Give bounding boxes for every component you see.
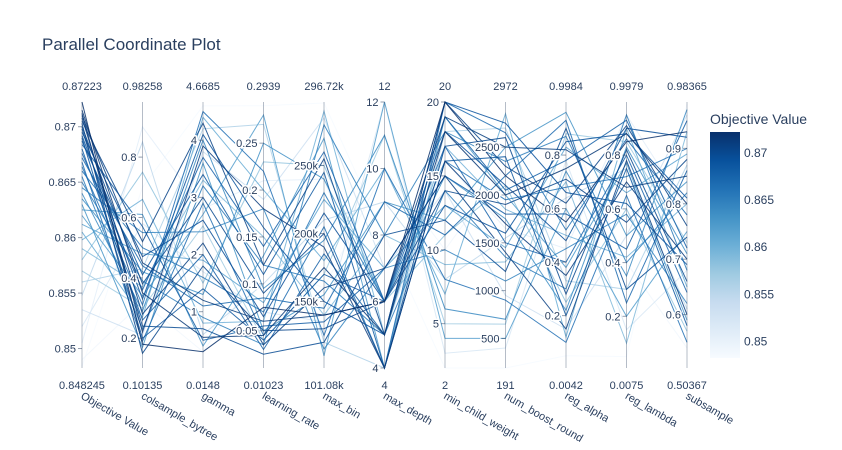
axis-learning-rate: 0.05 0.1 0.15 0.2 0.25 0.2939 0.01023learning_… <box>235 81 322 433</box>
axis-range-max: 0.87223 <box>62 81 102 93</box>
axis-tick-label: 12 <box>366 97 378 109</box>
axis-title: subsample <box>684 390 736 427</box>
axis-range-min: 0.0075 <box>610 380 644 392</box>
axis-range-max: 4.6685 <box>186 81 220 93</box>
axis-tick-label: 0.86 <box>55 233 76 245</box>
axis-range-max: 2972 <box>493 81 517 93</box>
axis-range-max: 12 <box>378 81 390 93</box>
axis-range-min: 2 <box>442 380 448 392</box>
axis-tick-label: 0.855 <box>48 288 76 300</box>
axis-tick-label: 0.25 <box>236 138 257 150</box>
trial-line <box>81 109 688 338</box>
axis-title: max_bin <box>321 390 363 421</box>
axis-tick-label: 0.4 <box>545 257 560 269</box>
axis-tick-label: 0.6 <box>666 310 681 322</box>
axis-tick-label: 150k <box>294 296 318 308</box>
axis-range-max: 20 <box>439 81 451 93</box>
axis-tick-label: 0.4 <box>121 273 136 285</box>
axis-tick-label: 6 <box>372 297 378 309</box>
axis-range-min: 0.10135 <box>123 380 163 392</box>
axis-tick-label: 1000 <box>475 286 499 298</box>
axis-tick-label: 10 <box>366 164 378 176</box>
axis-tick-label: 0.8 <box>666 199 681 211</box>
axis-tick-label: 10 <box>427 245 439 257</box>
trial-line <box>81 117 688 346</box>
axis-tick-label: 2500 <box>475 142 499 154</box>
axis-title: learning_rate <box>260 390 322 433</box>
axis-tick-label: 8 <box>372 230 378 242</box>
axis-tick-label: 0.6 <box>605 204 620 216</box>
axis-range-max: 0.98258 <box>123 81 163 93</box>
axis-tick-label: 4 <box>191 135 197 147</box>
axis-tick-label: 0.05 <box>236 326 257 338</box>
axis-tick-label: 4 <box>372 363 378 375</box>
axis-tick-label: 2000 <box>475 190 499 202</box>
axis-tick-label: 0.8 <box>545 150 560 162</box>
axis-tick-label: 0.2 <box>545 311 560 323</box>
axis-range-min: 4 <box>381 380 387 392</box>
axis-tick-label: 0.6 <box>121 212 136 224</box>
axis-range-min: 0.50367 <box>667 380 707 392</box>
axis-tick-label: 0.87 <box>55 122 76 134</box>
colorbar-gradient <box>710 132 740 358</box>
axis-tick-label: 500 <box>481 333 499 345</box>
axis-range-min: 0.0148 <box>186 380 220 392</box>
axis-range-max: 0.98365 <box>667 81 707 93</box>
axis-range-min: 191 <box>496 380 514 392</box>
axis-title: gamma <box>200 390 239 419</box>
axis-title: max_depth <box>381 390 434 428</box>
axis-tick-label: 0.6 <box>545 204 560 216</box>
axis-tick-label: 0.1 <box>242 279 257 291</box>
axis-tick-label: 0.2 <box>121 333 136 345</box>
axis-tick-label: 0.7 <box>666 254 681 266</box>
axis-range-min: 0.848245 <box>59 380 105 392</box>
colorbar-ticks: 0.85 0.855 0.86 0.865 0.87 <box>744 146 774 348</box>
axis-tick-label: 0.8 <box>121 152 136 164</box>
axis-tick-label: 1500 <box>475 238 499 250</box>
axis-range-min: 0.01023 <box>244 380 284 392</box>
axis-tick-label: 0.85 <box>55 344 76 356</box>
axis-range-max: 296.72k <box>304 81 344 93</box>
axis-range-max: 0.9984 <box>549 81 583 93</box>
axis-tick-label: 0.4 <box>605 258 620 270</box>
axis-range-max: 0.9979 <box>610 81 644 93</box>
axis-tick-label: 0.15 <box>236 232 257 244</box>
axis-tick-label: 0.9 <box>666 143 681 155</box>
colorbar-tick-label: 0.865 <box>744 193 774 207</box>
colorbar-title: Objective Value <box>710 111 807 127</box>
colorbar-tick-label: 0.86 <box>744 240 768 254</box>
axis-tick-label: 1 <box>191 307 197 319</box>
axis-tick-label: 3 <box>191 192 197 204</box>
colorbar-tick-label: 0.85 <box>744 334 768 348</box>
chart-title: Parallel Coordinate Plot <box>42 35 221 54</box>
axis-tick-label: 0.2 <box>242 185 257 197</box>
axis-title: reg_lambda <box>623 390 680 430</box>
colorbar-tick-label: 0.87 <box>744 146 768 160</box>
axis-tick-label: 15 <box>427 171 439 183</box>
axis-tick-label: 20 <box>427 97 439 109</box>
axis-tick-label: 2 <box>191 250 197 262</box>
trial-line <box>81 109 688 320</box>
colorbar: Objective Value 0.85 0.855 0.86 0.865 0.87 <box>710 111 807 358</box>
axis-tick-label: 0.8 <box>605 150 620 162</box>
axis-tick-label: 0.2 <box>605 311 620 323</box>
axis-tick-label: 5 <box>433 319 439 331</box>
axis-range-min: 0.0042 <box>549 380 583 392</box>
axis-tick-label: 200k <box>294 229 318 241</box>
axis-range-max: 0.2939 <box>247 81 281 93</box>
colorbar-tick-label: 0.855 <box>744 287 774 301</box>
axis-title: reg_alpha <box>563 390 612 425</box>
axis-tick-label: 0.865 <box>48 177 76 189</box>
axis-range-min: 101.08k <box>304 380 344 392</box>
axis-tick-label: 250k <box>294 161 318 173</box>
